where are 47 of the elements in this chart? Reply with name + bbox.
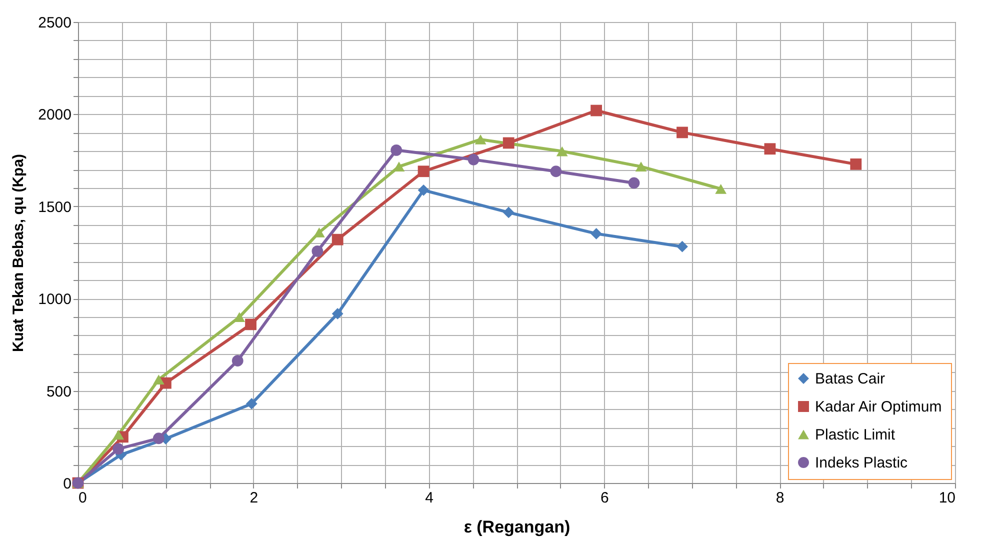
y-tick-label: 2500 xyxy=(38,14,72,32)
point xyxy=(628,177,640,189)
point xyxy=(550,166,562,178)
legend-label: Batas Cair xyxy=(815,370,886,388)
point xyxy=(635,162,647,172)
point xyxy=(313,227,325,238)
point xyxy=(590,104,602,116)
point xyxy=(418,184,430,196)
legend-label: Plastic Limit xyxy=(815,426,896,444)
point xyxy=(332,308,344,320)
legend-label: Kadar Air Optimum xyxy=(815,398,942,416)
x-tick-label: 0 xyxy=(78,490,87,506)
point xyxy=(312,246,324,257)
x-tick-label: 6 xyxy=(600,490,609,506)
legend-label: Indeks Plastic xyxy=(815,454,908,472)
point xyxy=(112,430,124,440)
point xyxy=(390,144,402,156)
point xyxy=(502,206,514,218)
y-axis-title: Kuat Tekan Bebas, qu (Kpa) xyxy=(10,154,28,352)
x-tick-label: 4 xyxy=(425,490,434,506)
point xyxy=(764,143,776,155)
point xyxy=(152,432,164,444)
x-tick-label: 2 xyxy=(250,490,258,506)
x-tick-label: 8 xyxy=(776,490,784,506)
point xyxy=(715,184,727,194)
x-tick-label: 10 xyxy=(938,490,956,506)
y-tick-label: 1000 xyxy=(38,291,72,308)
y-tick-label: 0 xyxy=(63,476,72,492)
point xyxy=(232,355,244,366)
point xyxy=(590,228,602,240)
point xyxy=(152,374,164,384)
point xyxy=(418,166,430,178)
x-axis-title: ε (Regangan) xyxy=(464,518,570,536)
y-tick-label: 1500 xyxy=(38,198,72,216)
point xyxy=(676,126,688,138)
point xyxy=(850,158,862,170)
point xyxy=(502,137,514,149)
point xyxy=(474,134,486,144)
point xyxy=(468,154,480,166)
point xyxy=(556,146,568,156)
point xyxy=(112,443,124,455)
y-tick-label: 500 xyxy=(46,383,72,400)
point xyxy=(245,318,256,330)
point xyxy=(246,398,258,410)
y-tick-label: 2000 xyxy=(38,106,72,124)
point xyxy=(332,234,344,246)
point xyxy=(676,240,688,252)
